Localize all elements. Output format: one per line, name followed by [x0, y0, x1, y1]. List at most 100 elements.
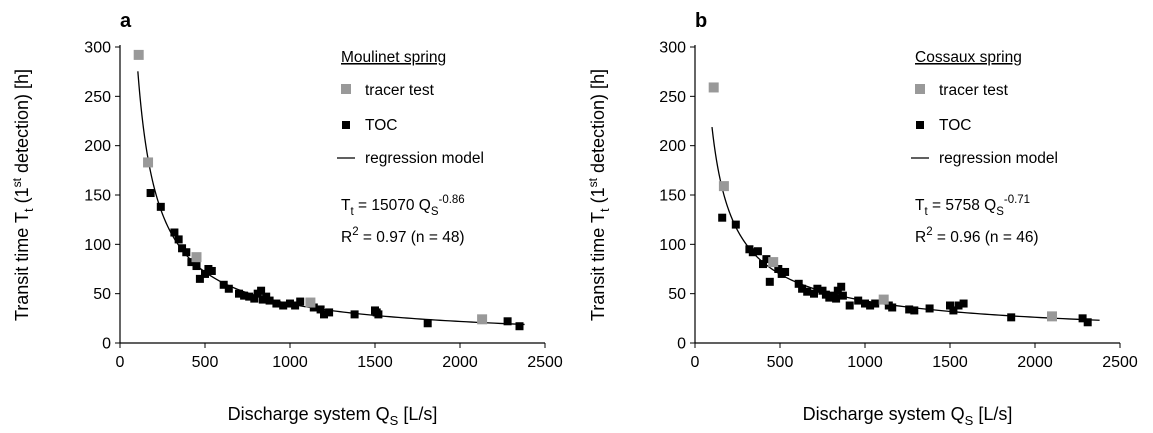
toc-point — [224, 284, 233, 293]
regression-equation: Tt = 5758 QS-0.71 — [915, 194, 1030, 218]
toc-point — [187, 258, 196, 267]
toc-point — [838, 291, 847, 300]
toc-point — [350, 310, 359, 319]
tracer-test-point — [477, 314, 488, 325]
toc-point — [910, 306, 919, 315]
y-tick-label: 250 — [84, 89, 111, 106]
toc-point — [245, 292, 254, 301]
toc-point — [250, 294, 259, 303]
toc-point — [803, 287, 812, 296]
y-tick-label: 150 — [84, 188, 111, 205]
y-tick-label: 250 — [659, 89, 686, 106]
panel-letter: b — [695, 10, 707, 32]
y-tick-label: 0 — [677, 336, 686, 353]
toc-point — [316, 305, 325, 314]
toc-point — [774, 265, 783, 273]
panel-b: 0 50 100 150 200 250 300 0 500 1000 1500 2000 2500 Di… — [586, 10, 1138, 428]
x-tick-label: 1500 — [932, 354, 968, 371]
legend-marker-toc — [342, 121, 350, 129]
legend: tracer test TOC regression model — [911, 82, 1058, 167]
legend-label: tracer test — [365, 82, 435, 99]
toc-point — [925, 304, 934, 313]
toc-point — [320, 310, 328, 319]
toc-point — [866, 301, 875, 310]
toc-point — [503, 317, 512, 326]
toc-point — [272, 299, 281, 308]
toc-point — [871, 299, 880, 308]
toc-point — [1078, 314, 1087, 323]
series-toc — [718, 213, 1092, 327]
toc-point — [813, 284, 822, 293]
y-tick-label: 100 — [84, 237, 111, 254]
toc-point — [156, 202, 165, 211]
toc-point — [279, 301, 288, 310]
toc-point — [845, 301, 854, 310]
chart-title: Cossaux spring — [915, 49, 1022, 66]
x-axis-label: Discharge system QS [L/s] — [228, 404, 438, 428]
toc-point — [182, 248, 191, 257]
toc-point — [837, 282, 846, 291]
tracer-test-point — [768, 257, 779, 268]
toc-point — [748, 248, 757, 257]
tracer-test-point — [143, 157, 154, 168]
toc-point — [810, 289, 818, 298]
toc-point — [325, 308, 334, 317]
toc-point — [731, 220, 740, 229]
toc-point — [798, 284, 807, 293]
toc-point — [905, 305, 914, 314]
toc-point — [174, 235, 183, 244]
y-tick-label: 300 — [659, 40, 686, 57]
toc-point — [240, 291, 249, 300]
toc-point — [888, 303, 897, 312]
toc-point — [954, 301, 963, 310]
tracer-test-point — [191, 252, 202, 263]
toc-point — [949, 306, 958, 315]
y-tick-label: 150 — [659, 188, 686, 205]
toc-point — [854, 296, 863, 305]
tracer-test-point — [708, 82, 719, 93]
chart-title: Moulinet spring — [341, 49, 446, 66]
legend-marker-tracer-test — [341, 84, 351, 94]
y-axis-label: Transit time Tt (1st detection) [h] — [10, 69, 36, 321]
series-tracer-test — [133, 49, 488, 325]
toc-point — [257, 286, 266, 295]
x-tick-label: 2000 — [1017, 354, 1053, 371]
y-tick-label: 100 — [659, 237, 686, 254]
toc-point — [959, 299, 968, 308]
legend-label: TOC — [939, 117, 971, 134]
y-tick-label: 200 — [84, 138, 111, 155]
toc-point — [170, 228, 179, 237]
y-tick-label: 300 — [84, 40, 111, 57]
r-squared: R2 = 0.96 (n = 46) — [915, 226, 1039, 246]
panel-letter: a — [120, 10, 132, 32]
y-tick-label: 50 — [668, 286, 686, 303]
y-tick-label: 200 — [659, 138, 686, 155]
legend-label: TOC — [365, 117, 397, 134]
r-squared: R2 = 0.97 (n = 48) — [341, 226, 465, 246]
tracer-test-point — [878, 294, 889, 305]
x-tick-label: 2500 — [1102, 354, 1138, 371]
x-tick-label: 2500 — [527, 354, 563, 371]
toc-point — [296, 297, 305, 306]
toc-point — [794, 279, 803, 288]
series-tracer-test — [708, 82, 1057, 322]
toc-point — [946, 301, 954, 310]
y-tick-label: 0 — [102, 336, 111, 353]
legend-label: regression model — [939, 150, 1058, 167]
toc-point — [753, 247, 762, 256]
toc-point — [265, 296, 274, 305]
toc-point — [718, 213, 727, 222]
toc-point — [286, 299, 294, 308]
toc-point — [1007, 313, 1016, 322]
toc-point — [219, 280, 228, 289]
toc-point — [192, 262, 201, 271]
toc-point — [207, 266, 216, 275]
legend-marker-toc — [916, 121, 924, 129]
toc-point — [832, 294, 841, 303]
x-tick-label: 500 — [767, 354, 794, 371]
toc-point — [423, 319, 432, 328]
tracer-test-point — [133, 49, 144, 60]
regression-curve — [137, 71, 525, 326]
y-tick-label: 50 — [93, 286, 111, 303]
